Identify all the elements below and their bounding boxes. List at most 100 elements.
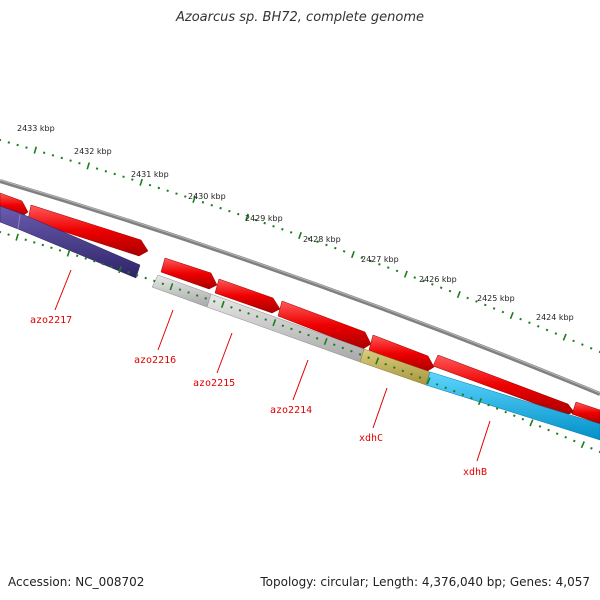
minor-tick [236,212,240,216]
minor-tick [341,346,345,350]
minor-tick [122,175,125,179]
minor-tick [184,195,187,198]
minor-tick [536,324,540,328]
minor-tick [332,343,336,346]
major-tick [375,357,380,365]
minor-tick [272,224,275,228]
scale-label: 2431 kbp [131,170,169,179]
minor-tick [255,315,259,318]
forward-gene[interactable] [432,354,575,416]
minor-tick [392,366,396,369]
minor-tick [461,393,465,396]
map-title: Azoarcus sp. BH72, complete genome [175,10,425,25]
gene-label-azo2214[interactable]: azo2214 [270,405,312,416]
minor-tick [590,446,593,450]
backbone-highlight [0,179,600,394]
minor-tick [422,279,425,283]
minor-tick [110,265,113,269]
scale-label: 2426 kbp [419,275,457,284]
scale-label: 2430 kbp [188,192,226,201]
minor-tick [95,167,99,170]
forward-gene[interactable] [277,300,372,350]
genome-info-text: Topology: circular; Length: 4,376,040 bp… [260,575,590,589]
minor-tick [228,209,231,213]
minor-tick [360,256,364,260]
minor-tick [512,414,516,417]
scale-label: 2428 kbp [303,235,341,244]
minor-tick [213,300,216,303]
minor-tick [521,417,525,421]
minor-tick [41,243,45,247]
minor-tick [298,330,302,334]
minor-tick [135,273,139,277]
minor-tick [448,289,452,293]
gene-azo2217[interactable] [0,205,141,279]
major-tick [33,146,38,154]
minor-tick [483,303,487,307]
minor-tick [572,439,576,443]
minor-tick [572,339,575,343]
forward-gene[interactable] [368,334,435,373]
major-tick [272,319,277,327]
minor-tick [418,376,422,379]
minor-tick [315,337,319,340]
minor-tick [410,372,413,376]
gene-label-azo2216[interactable]: azo2216 [134,355,176,366]
scale-label: 2424 kbp [536,313,574,322]
major-tick [220,300,225,308]
backbone-line [0,179,600,396]
minor-tick [350,349,353,353]
minor-tick [254,218,258,222]
scale-ticks [0,138,600,454]
gene-xdhB[interactable] [425,371,600,441]
minor-tick [238,309,242,312]
minor-tick [554,332,558,335]
minor-tick [187,291,190,294]
minor-tick [342,250,346,253]
minor-tick [157,186,161,190]
minor-tick [210,203,214,207]
minor-tick [101,262,105,266]
major-tick [403,270,408,278]
minor-tick [452,389,456,393]
gene-label-azo2215[interactable]: azo2215 [193,378,235,389]
major-tick [118,266,122,274]
gene-label-azo2217[interactable]: azo2217 [30,315,72,326]
accession-text: Accession: NC_008702 [8,575,145,589]
minor-tick [93,260,96,263]
gene-azo2217-divider [17,214,21,230]
forward-gene[interactable] [160,257,218,290]
minor-tick [33,241,36,244]
minor-tick [166,189,169,193]
minor-tick [492,307,496,310]
forward-strand-genes [0,192,600,425]
scale-label: 2425 kbp [477,294,515,303]
minor-tick [204,297,207,300]
minor-tick [153,279,156,283]
forward-gene[interactable] [571,401,600,425]
minor-tick [178,288,182,291]
major-tick [323,337,328,346]
forward-gene[interactable] [214,278,281,314]
major-tick [169,283,174,291]
minor-tick [504,410,508,414]
gene-label-xdhC[interactable]: xdhC [359,433,383,444]
minor-tick [444,386,448,390]
minor-tick [564,435,568,439]
gene-label-xdhB[interactable]: xdhB [463,467,487,478]
minor-tick [42,151,46,154]
minor-tick [538,425,542,428]
minor-tick [367,356,370,359]
minor-tick [334,246,337,250]
minor-tick [384,362,388,366]
major-tick [580,441,585,449]
minor-tick [307,333,310,337]
minor-tick [281,228,284,231]
major-tick [562,333,567,341]
minor-tick [466,296,469,300]
minor-tick [519,317,522,321]
minor-tick [581,343,584,346]
minor-tick [104,170,108,173]
minor-tick [316,240,319,244]
